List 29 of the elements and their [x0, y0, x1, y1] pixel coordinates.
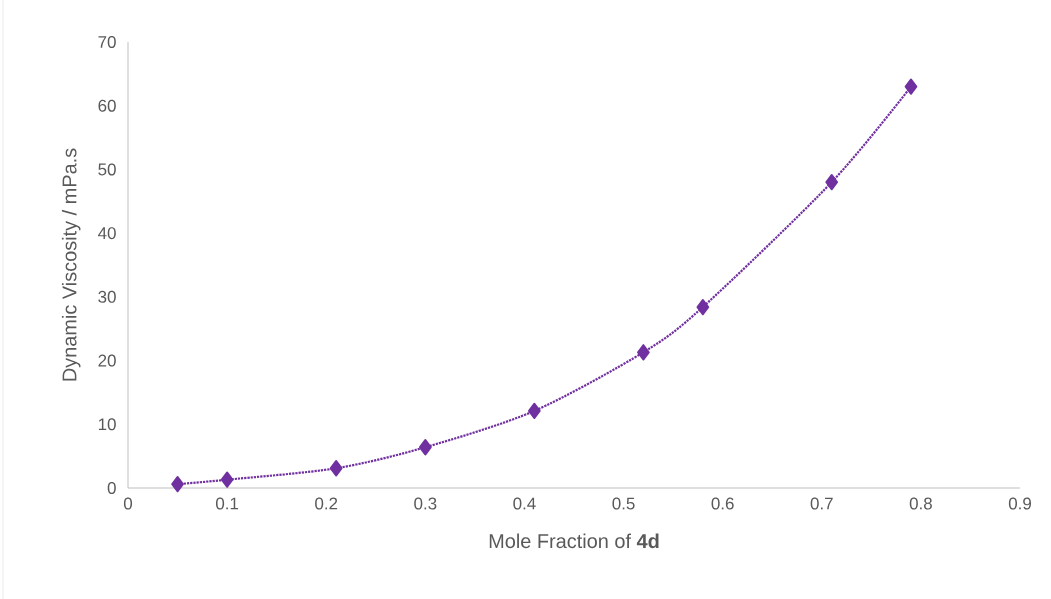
- point: [329, 460, 343, 477]
- y-tick-label: 0: [107, 482, 116, 494]
- point: [220, 471, 234, 488]
- y-tick-label: 60: [98, 99, 116, 112]
- x-tick-label: 0.8: [909, 497, 932, 510]
- point: [904, 78, 918, 95]
- x-tick-label: 0.7: [810, 497, 833, 510]
- x-tick-label: 0.2: [315, 497, 338, 510]
- y-tick-label: 30: [98, 290, 116, 303]
- point: [825, 174, 839, 191]
- x-axis-title: Mole Fraction of 4d: [489, 533, 659, 549]
- x-tick-label: 0.3: [414, 497, 437, 510]
- y-tick-label: 10: [98, 418, 116, 431]
- y-tick-label: 40: [98, 227, 116, 240]
- point: [418, 439, 432, 456]
- y-tick-label: 70: [98, 36, 116, 48]
- x-tick-label: 0.5: [612, 497, 635, 510]
- point: [528, 402, 541, 420]
- point: [637, 344, 650, 361]
- x-tick-label: 0.6: [711, 497, 734, 510]
- x-tick-label: 0.9: [1008, 497, 1031, 510]
- y-axis-title: Dynamic Viscosity / mPa.s: [61, 148, 81, 381]
- x-tick-label: 0: [123, 497, 133, 510]
- y-tick-label: 20: [98, 354, 116, 367]
- y-tick-label: 50: [98, 163, 116, 176]
- point: [171, 476, 184, 493]
- point: [696, 298, 710, 316]
- x-tick-label: 0.4: [513, 497, 536, 510]
- x-tick-label: 0.1: [216, 497, 239, 510]
